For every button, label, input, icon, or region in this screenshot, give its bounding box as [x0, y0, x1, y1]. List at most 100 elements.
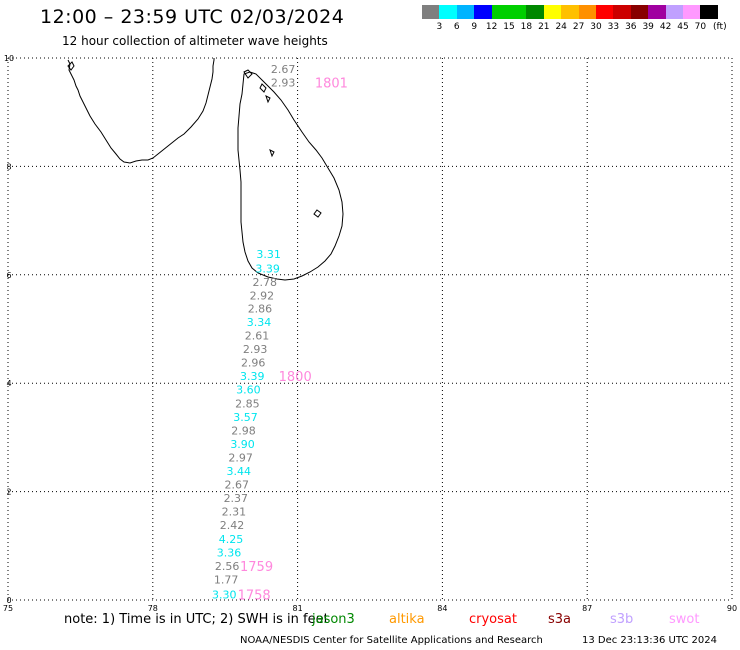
scale-label: 9	[471, 22, 478, 32]
sri-lanka-coastline	[237, 71, 344, 281]
coastline	[67, 58, 344, 281]
time-label: 1759	[240, 560, 273, 575]
footer-note: note: 1) Time is in UTC; 2) SWH is in fe…	[64, 612, 329, 627]
satellite-swot: swot	[669, 612, 700, 627]
y-tick-label: 8	[6, 162, 11, 171]
scale-label: 18	[520, 22, 533, 32]
scale-swatch	[526, 5, 545, 19]
scale-swatch	[665, 5, 684, 19]
time-label: 1758	[238, 589, 271, 604]
swh-value: 3.90	[230, 438, 255, 451]
scale-label: 30	[590, 22, 602, 32]
swh-value: 2.67	[225, 479, 250, 492]
scale-swatch	[474, 5, 493, 19]
scale-label: 12	[485, 22, 498, 32]
swh-value: 3.57	[233, 411, 258, 424]
swh-value: 4.25	[219, 533, 244, 546]
swh-value: 2.42	[220, 519, 245, 532]
batticaloa-lagoon	[269, 149, 275, 158]
swh-value: 3.39	[255, 262, 280, 275]
satellite-jason3: jason3	[312, 612, 355, 627]
scale-label: 24	[555, 22, 567, 32]
x-tick-label: 84	[437, 604, 447, 613]
swh-value: 2.86	[248, 302, 273, 315]
jaffna-islets	[243, 69, 271, 104]
trincomalee-bay	[313, 209, 322, 218]
swh-value: 3.44	[226, 465, 251, 478]
y-tick-label: 0	[6, 596, 11, 605]
scale-swatch	[561, 5, 580, 19]
map-subtitle: 12 hour collection of altimeter wave hei…	[62, 34, 328, 48]
swh-value: 2.31	[222, 506, 247, 519]
india-coast-island	[67, 61, 75, 71]
scale-swatch	[630, 5, 649, 19]
scale-swatch	[543, 5, 562, 19]
scale-swatch	[683, 5, 701, 19]
swh-value: 3.60	[236, 384, 261, 397]
time-label: 1800	[279, 370, 312, 385]
grid-lines	[7, 57, 733, 601]
swh-value: 2.93	[271, 76, 296, 89]
x-tick-label: 87	[582, 604, 592, 613]
scale-label: 15	[503, 22, 515, 32]
x-tick-label: 78	[148, 604, 158, 613]
scale-swatch	[491, 5, 510, 19]
swh-value: 2.56	[215, 560, 240, 573]
x-tick-label: 75	[3, 604, 13, 613]
swh-value: 3.34	[247, 316, 272, 329]
scale-label: 39	[642, 22, 654, 32]
scale-swatch	[613, 5, 632, 19]
y-tick-label: 6	[6, 271, 11, 280]
y-tick-label: 4	[6, 379, 11, 388]
swh-value: 2.93	[243, 343, 268, 356]
scale-label: 70	[694, 22, 707, 32]
india-coastline	[67, 58, 215, 164]
scale-label: 36	[625, 22, 637, 32]
swh-value: 3.39	[240, 370, 265, 383]
time-label: 1801	[315, 76, 348, 91]
x-tick-label: 81	[293, 604, 303, 613]
credit-line: NOAA/NESDIS Center for Satellite Applica…	[240, 635, 543, 646]
swh-value: 2.37	[224, 492, 249, 505]
x-tick-label: 90	[727, 604, 737, 613]
swh-value: 3.31	[256, 248, 281, 261]
satellite-altika: altika	[389, 612, 425, 627]
swh-value: 2.96	[241, 357, 266, 370]
swh-value: 2.61	[245, 330, 270, 343]
satellite-s3a: s3a	[548, 612, 572, 627]
scale-label: 3	[436, 22, 443, 32]
satellite-s3b: s3b	[610, 612, 634, 627]
time-labels: 1801 1800 1759 1758	[238, 76, 348, 603]
generated-timestamp: 13 Dec 23:13:36 UTC 2024	[582, 635, 717, 646]
scale-swatch	[700, 5, 719, 19]
swh-value: 3.36	[217, 546, 242, 559]
scale-swatch	[648, 5, 667, 19]
swh-value: 2.92	[250, 289, 275, 302]
scale-label: 42	[659, 22, 672, 32]
y-tick-label: 10	[4, 54, 14, 63]
swh-value: 2.97	[228, 451, 253, 464]
scale-swatch	[578, 5, 597, 19]
scale-swatch	[422, 5, 440, 19]
swh-value: 2.85	[235, 397, 260, 410]
swh-value: 1.77	[214, 573, 239, 586]
scale-swatch	[509, 5, 527, 19]
scale-unit: (ft)	[713, 22, 727, 32]
scale-swatch	[439, 5, 458, 19]
swh-observations: 2.672.933.313.392.782.922.863.342.612.93…	[212, 63, 295, 602]
scale-label: 6	[453, 22, 460, 32]
scale-label: 27	[572, 22, 585, 32]
y-tick-label: 2	[6, 488, 11, 497]
axis-labels: 75 78 81 84 87 90 0 2 4 6 8 10	[3, 54, 737, 613]
swh-value: 3.30	[212, 589, 237, 602]
scale-swatch	[596, 5, 614, 19]
scale-swatch	[456, 5, 475, 19]
scale-label: 21	[538, 22, 550, 32]
satellite-cryosat: cryosat	[469, 612, 517, 627]
swh-value: 2.67	[271, 63, 296, 76]
scale-label: 45	[677, 22, 689, 32]
map-title: 12:00 – 23:59 UTC 02/03/2024	[40, 6, 345, 28]
swh-value: 2.78	[253, 276, 278, 289]
swh-value: 2.98	[231, 424, 256, 437]
